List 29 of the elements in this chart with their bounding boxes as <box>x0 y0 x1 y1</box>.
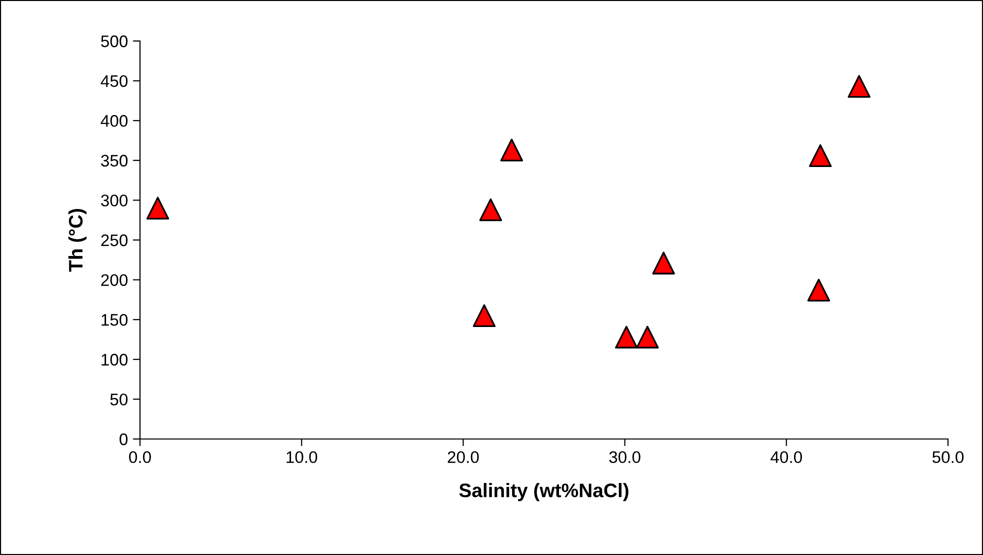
y-tick-label: 350 <box>101 154 128 167</box>
x-tick-label: 20.0 <box>448 451 479 464</box>
y-tick-label: 250 <box>101 234 128 246</box>
point <box>615 326 638 348</box>
point <box>500 138 524 162</box>
y-tick-label: 500 <box>101 35 128 48</box>
point <box>652 252 675 274</box>
y-tick-label: 200 <box>101 274 128 286</box>
x-tick-label: 30.0 <box>609 451 640 464</box>
point <box>472 304 496 327</box>
x-tick-label: 50.0 <box>932 451 964 464</box>
x-tick-label: 0.0 <box>129 451 151 464</box>
x-tick-label: 40.0 <box>770 451 802 464</box>
y-axis-title: Th (°C) <box>68 209 86 272</box>
y-tick-label: 400 <box>100 115 128 127</box>
y-tick-label: 300 <box>101 194 128 206</box>
y-tick-label: 0 <box>120 433 128 446</box>
y-tick-label: 150 <box>102 314 128 326</box>
x-tick-label: 10.0 <box>286 451 318 464</box>
y-tick-label: 100 <box>102 354 128 366</box>
point <box>807 278 830 302</box>
point <box>636 326 659 348</box>
point <box>808 144 832 167</box>
x-axis-title: Salinity (wt%NaCl) <box>459 483 628 502</box>
y-tick-label: 50 <box>110 394 128 406</box>
y-tick-label: 450 <box>100 75 128 88</box>
point <box>479 198 502 222</box>
point <box>146 196 170 220</box>
point <box>848 75 870 98</box>
